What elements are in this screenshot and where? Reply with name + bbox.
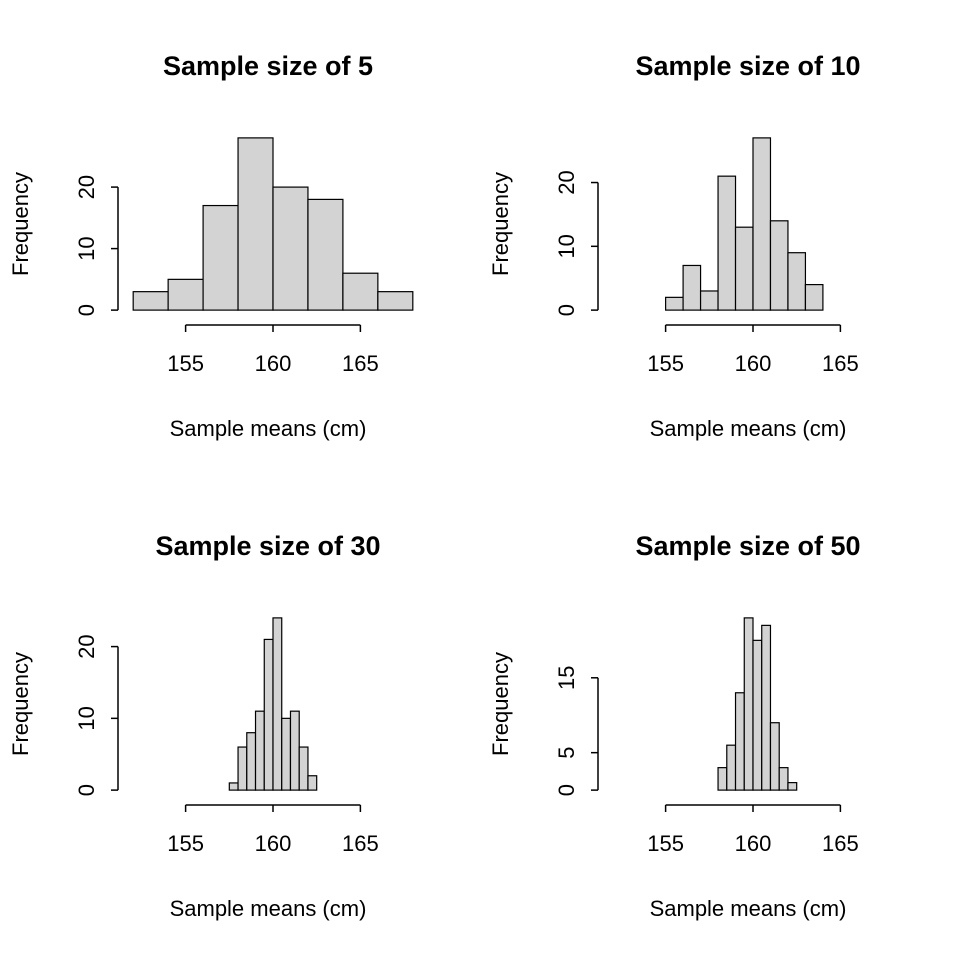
x-tick-label: 160 <box>255 351 292 376</box>
bar <box>307 198 344 311</box>
x-tick-label: 160 <box>735 351 772 376</box>
bar <box>743 617 754 791</box>
x-tick-label: 160 <box>255 831 292 856</box>
bar <box>769 722 780 791</box>
bar <box>202 204 239 311</box>
bar <box>132 291 169 311</box>
bar <box>377 291 414 311</box>
y-axis-label: Frequency <box>488 652 513 756</box>
x-axis-label: Sample means (cm) <box>650 896 847 921</box>
y-tick-label: 20 <box>74 634 99 658</box>
x-axis-label: Sample means (cm) <box>650 416 847 441</box>
bar <box>752 639 763 791</box>
bar <box>246 732 257 791</box>
bar <box>272 617 283 791</box>
x-tick-label: 155 <box>647 351 684 376</box>
chart-title: Sample size of 30 <box>155 531 380 561</box>
x-tick-label: 165 <box>822 831 859 856</box>
bar <box>726 744 737 791</box>
y-axis-label: Frequency <box>488 172 513 276</box>
x-axis-label: Sample means (cm) <box>170 896 367 921</box>
bar <box>717 175 737 311</box>
bar <box>682 264 702 311</box>
bar <box>699 290 719 311</box>
bar <box>769 220 789 311</box>
x-tick-label: 160 <box>735 831 772 856</box>
y-tick-label: 10 <box>74 236 99 260</box>
bar <box>804 283 824 311</box>
bar <box>761 624 772 791</box>
bar <box>717 767 728 791</box>
y-tick-label: 0 <box>74 784 99 796</box>
bar <box>778 767 789 791</box>
bar <box>787 782 798 791</box>
bar <box>263 638 274 791</box>
bar <box>254 710 265 791</box>
bar <box>342 272 379 311</box>
chart-title: Sample size of 5 <box>163 51 373 81</box>
x-tick-label: 165 <box>342 351 379 376</box>
x-tick-label: 155 <box>167 831 204 856</box>
x-tick-label: 165 <box>342 831 379 856</box>
y-axis-label: Frequency <box>8 172 33 276</box>
bar <box>272 186 309 311</box>
bar <box>289 710 300 791</box>
bar <box>307 775 318 791</box>
y-tick-label: 0 <box>554 784 579 796</box>
bar <box>167 278 204 311</box>
bar <box>734 692 745 791</box>
x-tick-label: 155 <box>167 351 204 376</box>
bar <box>237 137 274 311</box>
bar <box>787 252 807 311</box>
chart-title: Sample size of 50 <box>635 531 860 561</box>
y-tick-label: 10 <box>74 706 99 730</box>
bar <box>228 782 239 791</box>
y-tick-label: 15 <box>554 666 579 690</box>
y-tick-label: 0 <box>74 304 99 316</box>
y-tick-label: 10 <box>554 234 579 258</box>
y-tick-label: 20 <box>554 170 579 194</box>
y-tick-label: 0 <box>554 304 579 316</box>
chart-title: Sample size of 10 <box>635 51 860 81</box>
bar <box>734 226 754 311</box>
bar <box>237 746 248 791</box>
x-axis-label: Sample means (cm) <box>170 416 367 441</box>
y-axis-label: Frequency <box>8 652 33 756</box>
x-tick-label: 165 <box>822 351 859 376</box>
bar <box>281 717 292 791</box>
bar <box>665 296 684 311</box>
y-tick-label: 20 <box>74 175 99 199</box>
bar <box>752 137 772 311</box>
x-tick-label: 155 <box>647 831 684 856</box>
bar <box>298 746 309 791</box>
y-tick-label: 5 <box>554 747 579 759</box>
